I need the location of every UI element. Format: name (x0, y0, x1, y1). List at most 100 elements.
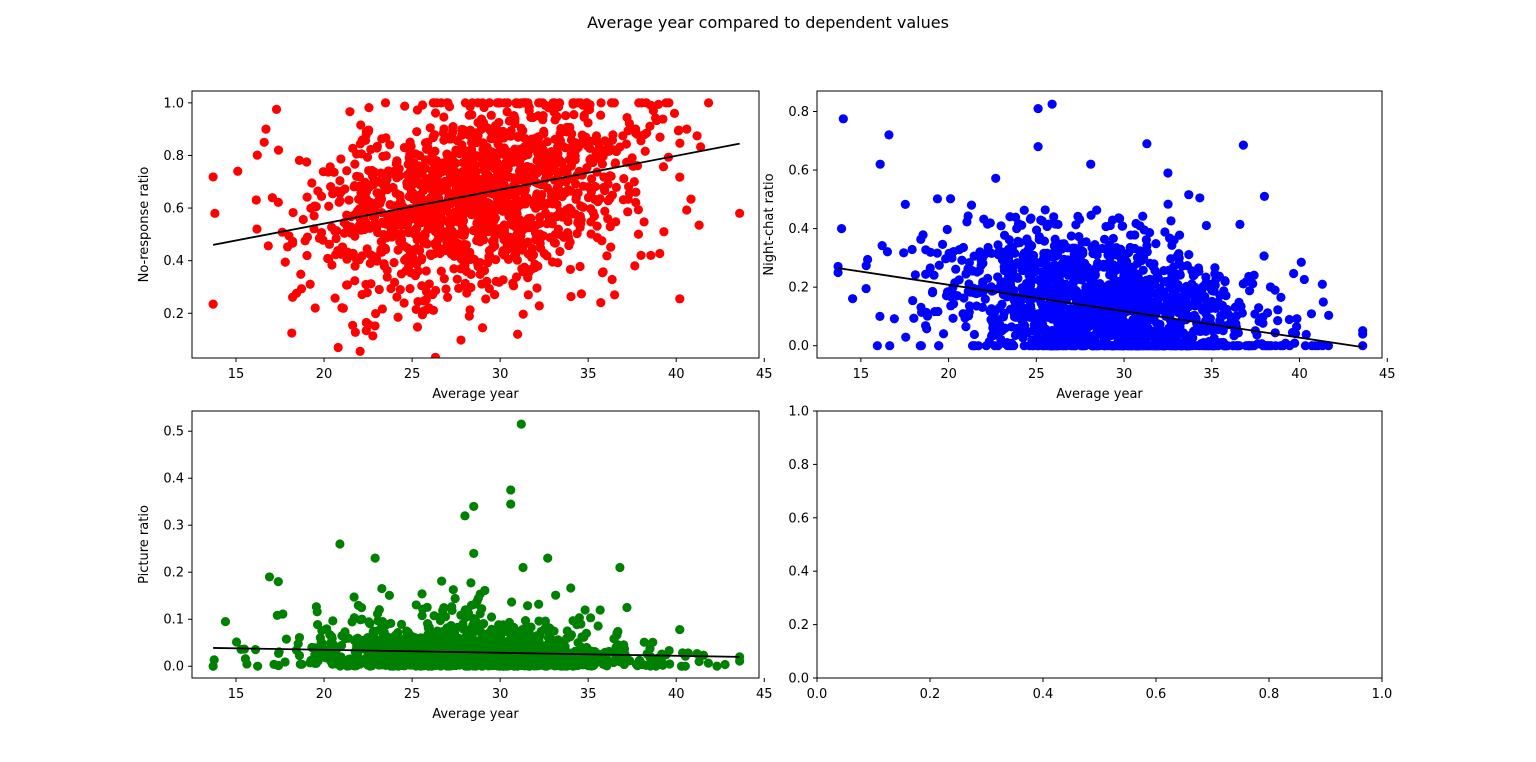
scatter-point (673, 126, 684, 136)
scatter-point (980, 294, 990, 304)
scatter-point (208, 661, 218, 671)
scatter-point (356, 603, 367, 613)
scatter-point (600, 206, 610, 216)
scatter-point (1057, 258, 1067, 269)
scatter-point (379, 261, 389, 271)
scatter-point (363, 660, 373, 670)
scatter-point (568, 99, 578, 109)
scatter-point (561, 110, 571, 121)
scatter-point (523, 149, 533, 160)
scatter-point (316, 227, 327, 238)
scatter-point (474, 174, 484, 184)
scatter-point (611, 182, 621, 192)
scatter-point (1040, 205, 1050, 215)
scatter-point (993, 240, 1003, 250)
scatter-point (838, 114, 848, 124)
scatter-point (386, 652, 396, 662)
scatter-point (457, 636, 467, 646)
scatter-point (1047, 302, 1057, 312)
scatter-point (296, 269, 306, 279)
scatter-point (278, 609, 288, 619)
scatter-point (1120, 254, 1130, 264)
scatter-point (633, 205, 643, 215)
scatter-point (324, 201, 334, 211)
scatter-point (1254, 316, 1264, 327)
scatter-point (280, 257, 290, 267)
scatter-point (624, 118, 635, 129)
scatter-point (518, 309, 528, 319)
scatter-point (501, 201, 511, 211)
scatter-point (514, 166, 525, 176)
scatter-point (350, 180, 360, 191)
scatter-point (1299, 274, 1309, 285)
scatter-point (1129, 283, 1139, 294)
scatter-point (373, 616, 383, 626)
figure-suptitle: Average year compared to dependent value… (587, 13, 949, 32)
scatter-point (872, 341, 882, 351)
scatter-point (350, 327, 360, 337)
scatter-point (452, 211, 462, 221)
scatter-point (1036, 257, 1046, 267)
scatter-point (534, 599, 544, 609)
scatter-point (347, 617, 357, 627)
x-tick-label: 0.0 (807, 687, 828, 702)
scatter-point (364, 103, 374, 113)
scatter-point (310, 303, 320, 313)
scatter-point (533, 261, 543, 271)
scatter-point (332, 226, 342, 236)
scatter-point (1073, 246, 1084, 256)
scatter-point (1018, 333, 1028, 343)
scatter-point (1033, 142, 1043, 152)
scatter-point (309, 211, 319, 221)
scatter-point (581, 628, 592, 639)
scatter-point (368, 178, 379, 188)
scatter-point (1049, 260, 1059, 270)
scatter-point (1317, 279, 1327, 289)
scatter-point (510, 118, 520, 129)
scatter-point (335, 539, 345, 549)
scatter-point (1122, 287, 1132, 297)
scatter-point (1013, 236, 1023, 246)
scatter-point (675, 172, 685, 182)
scatter-point (324, 254, 334, 264)
scatter-point (1259, 191, 1270, 201)
scatter-point (875, 159, 885, 169)
scatter-point (439, 274, 449, 284)
scatter-point (553, 635, 563, 645)
scatter-point (281, 634, 291, 644)
scatter-point (1184, 250, 1194, 260)
scatter-point (623, 207, 633, 217)
scatter-point (422, 174, 432, 184)
scatter-point (703, 98, 714, 108)
scatter-point (585, 154, 595, 165)
scatter-point (435, 615, 446, 626)
scatter-point (564, 203, 575, 213)
scatter-point (546, 164, 556, 174)
scatter-point (512, 209, 522, 219)
scatter-point (313, 650, 323, 660)
scatter-point (341, 280, 352, 290)
scatter-point (519, 262, 530, 272)
scatter-point (459, 258, 469, 268)
scatter-point (1136, 253, 1146, 263)
scatter-point (602, 251, 612, 261)
scatter-point (288, 207, 298, 218)
scatter-point (1019, 205, 1029, 215)
scatter-point (592, 233, 603, 243)
scatter-point (419, 296, 429, 306)
scatter-point (1010, 330, 1021, 341)
scatter-point (615, 562, 625, 573)
scatter-point (588, 207, 598, 217)
scatter-point (385, 140, 395, 150)
plot-area (833, 99, 1368, 351)
scatter-point (694, 656, 704, 667)
scatter-point (330, 293, 340, 303)
scatter-point (503, 98, 513, 108)
scatter-point (346, 656, 356, 666)
scatter-point (1160, 227, 1170, 237)
scatter-point (518, 562, 528, 573)
scatter-point (500, 173, 511, 183)
scatter-point (483, 197, 493, 208)
scatter-point (983, 273, 993, 283)
scatter-point (1324, 310, 1334, 320)
